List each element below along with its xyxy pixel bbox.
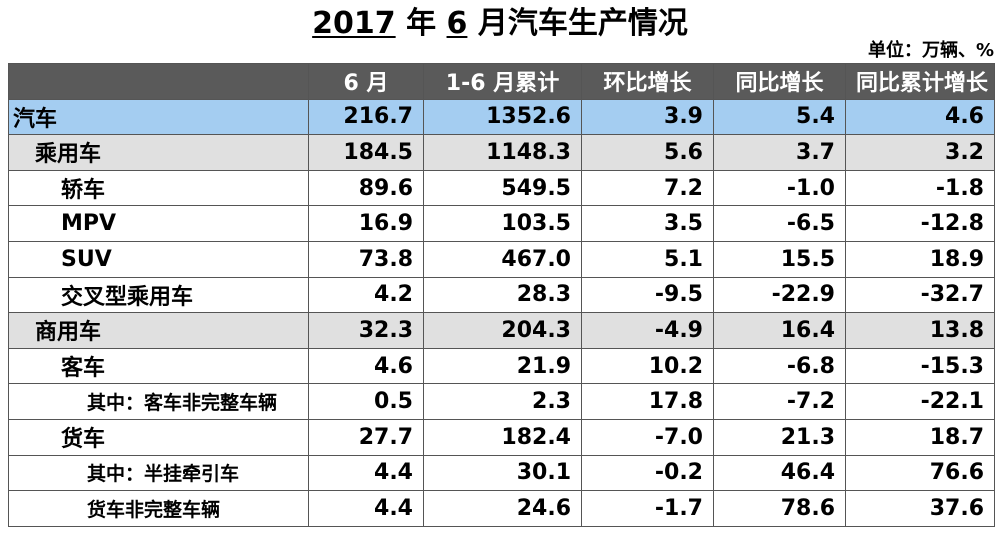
- table-cell: 3.5: [581, 205, 714, 242]
- table-cell: 15.5: [713, 240, 846, 278]
- table-cell: 27.7: [308, 418, 424, 456]
- table-cell: 21.3: [713, 418, 846, 456]
- table-cell: 549.5: [423, 169, 582, 207]
- table-cell: 7.2: [581, 169, 714, 207]
- table-cell: 3.7: [713, 134, 846, 171]
- table-cell: -9.5: [581, 276, 714, 314]
- row-label: 乘用车: [8, 134, 309, 171]
- table-cell: 216.7: [308, 98, 424, 136]
- table-cell: -1.0: [713, 169, 846, 207]
- table-cell: 1148.3: [423, 134, 582, 171]
- table-cell: 37.6: [845, 490, 995, 527]
- table-cell: -0.2: [581, 454, 714, 492]
- table-row: MPV 16.9 103.5 3.5 -6.5 -12.8: [8, 205, 995, 242]
- table-cell: 73.8: [308, 240, 424, 278]
- column-header: 1-6 月累计: [423, 63, 582, 100]
- table-cell: -1.7: [581, 490, 714, 527]
- row-label: 其中：客车非完整车辆: [8, 383, 309, 420]
- table-cell: 4.6: [308, 347, 424, 385]
- unit-label: 单位：万辆、%: [867, 40, 994, 61]
- table-row: 货车 27.7 182.4 -7.0 21.3 18.7: [8, 418, 995, 456]
- table-row: 汽车 216.7 1352.6 3.9 5.4 4.6: [8, 98, 995, 136]
- table-cell: 76.6: [845, 454, 995, 492]
- table-cell: 18.9: [845, 240, 995, 278]
- column-header: 6 月: [308, 63, 424, 100]
- table-cell: 204.3: [423, 312, 582, 349]
- table-body: 汽车 216.7 1352.6 3.9 5.4 4.6 乘用车 184.5 1148.3 5.6 3…: [8, 98, 995, 527]
- table-row: 商用车 32.3 204.3 -4.9 16.4 13.8: [8, 312, 995, 349]
- table-cell: 4.4: [308, 454, 424, 492]
- column-header: 环比增长: [581, 63, 714, 100]
- table-cell: 10.2: [581, 347, 714, 385]
- table-cell: 467.0: [423, 240, 582, 278]
- row-label: 商用车: [8, 312, 309, 349]
- table-cell: 46.4: [713, 454, 846, 492]
- page-title: 2017 年 6 月汽车生产情况: [0, 4, 1000, 44]
- row-label: 货车非完整车辆: [8, 490, 309, 527]
- table-cell: 4.2: [308, 276, 424, 314]
- table-cell: 13.8: [845, 312, 995, 349]
- table-cell: 3.2: [845, 134, 995, 171]
- table-row: 货车非完整车辆 4.4 24.6 -1.7 78.6 37.6: [8, 490, 995, 527]
- table-row: 轿车 89.6 549.5 7.2 -1.0 -1.8: [8, 169, 995, 207]
- table-cell: 5.4: [713, 98, 846, 136]
- table-cell: 0.5: [308, 383, 424, 420]
- row-label: SUV: [8, 240, 309, 278]
- table-cell: -15.3: [845, 347, 995, 385]
- table-cell: -22.9: [713, 276, 846, 314]
- title-month: 6: [446, 6, 468, 41]
- table-cell: 4.4: [308, 490, 424, 527]
- table-cell: -7.2: [713, 383, 846, 420]
- row-label: 其中：半挂牵引车: [8, 454, 309, 492]
- row-label: 汽车: [8, 98, 309, 136]
- title-year: 2017: [312, 6, 396, 41]
- table-cell: -6.8: [713, 347, 846, 385]
- table-cell: 16.4: [713, 312, 846, 349]
- table-header-row: 6 月 1-6 月累计 环比增长 同比增长 同比累计增长: [8, 63, 995, 100]
- table-cell: 182.4: [423, 418, 582, 456]
- table-row: 其中：客车非完整车辆 0.5 2.3 17.8 -7.2 -22.1: [8, 383, 995, 420]
- table-cell: -4.9: [581, 312, 714, 349]
- table-cell: 1352.6: [423, 98, 582, 136]
- table-cell: 18.7: [845, 418, 995, 456]
- table-cell: 184.5: [308, 134, 424, 171]
- row-label: 交叉型乘用车: [8, 276, 309, 314]
- table-cell: 21.9: [423, 347, 582, 385]
- table-cell: -22.1: [845, 383, 995, 420]
- table-cell: 24.6: [423, 490, 582, 527]
- production-table: 6 月 1-6 月累计 环比增长 同比增长 同比累计增长 汽车 216.7 1352.6 3.…: [8, 63, 995, 527]
- table-row: 其中：半挂牵引车 4.4 30.1 -0.2 46.4 76.6: [8, 454, 995, 492]
- table-cell: -12.8: [845, 205, 995, 242]
- table-cell: 5.1: [581, 240, 714, 278]
- row-label: 客车: [8, 347, 309, 385]
- table-cell: 17.8: [581, 383, 714, 420]
- table-cell: -32.7: [845, 276, 995, 314]
- table-cell: 16.9: [308, 205, 424, 242]
- table-cell: 32.3: [308, 312, 424, 349]
- table-cell: 4.6: [845, 98, 995, 136]
- title-year-suffix: 年: [395, 6, 447, 41]
- row-label: MPV: [8, 205, 309, 242]
- table-cell: -6.5: [713, 205, 846, 242]
- table-cell: 3.9: [581, 98, 714, 136]
- title-rest: 月汽车生产情况: [467, 6, 688, 41]
- table-cell: 28.3: [423, 276, 582, 314]
- table-cell: 5.6: [581, 134, 714, 171]
- column-header: 同比累计增长: [845, 63, 995, 100]
- row-label: 轿车: [8, 169, 309, 207]
- table-cell: -1.8: [845, 169, 995, 207]
- table-row: SUV 73.8 467.0 5.1 15.5 18.9: [8, 240, 995, 278]
- table-row: 客车 4.6 21.9 10.2 -6.8 -15.3: [8, 347, 995, 385]
- row-label: 货车: [8, 418, 309, 456]
- table-cell: -7.0: [581, 418, 714, 456]
- table-cell: 89.6: [308, 169, 424, 207]
- column-header: 同比增长: [713, 63, 846, 100]
- column-header: [8, 63, 309, 100]
- table-cell: 2.3: [423, 383, 582, 420]
- table-cell: 103.5: [423, 205, 582, 242]
- table-row: 交叉型乘用车 4.2 28.3 -9.5 -22.9 -32.7: [8, 276, 995, 314]
- table-cell: 30.1: [423, 454, 582, 492]
- table-row: 乘用车 184.5 1148.3 5.6 3.7 3.2: [8, 134, 995, 171]
- table-cell: 78.6: [713, 490, 846, 527]
